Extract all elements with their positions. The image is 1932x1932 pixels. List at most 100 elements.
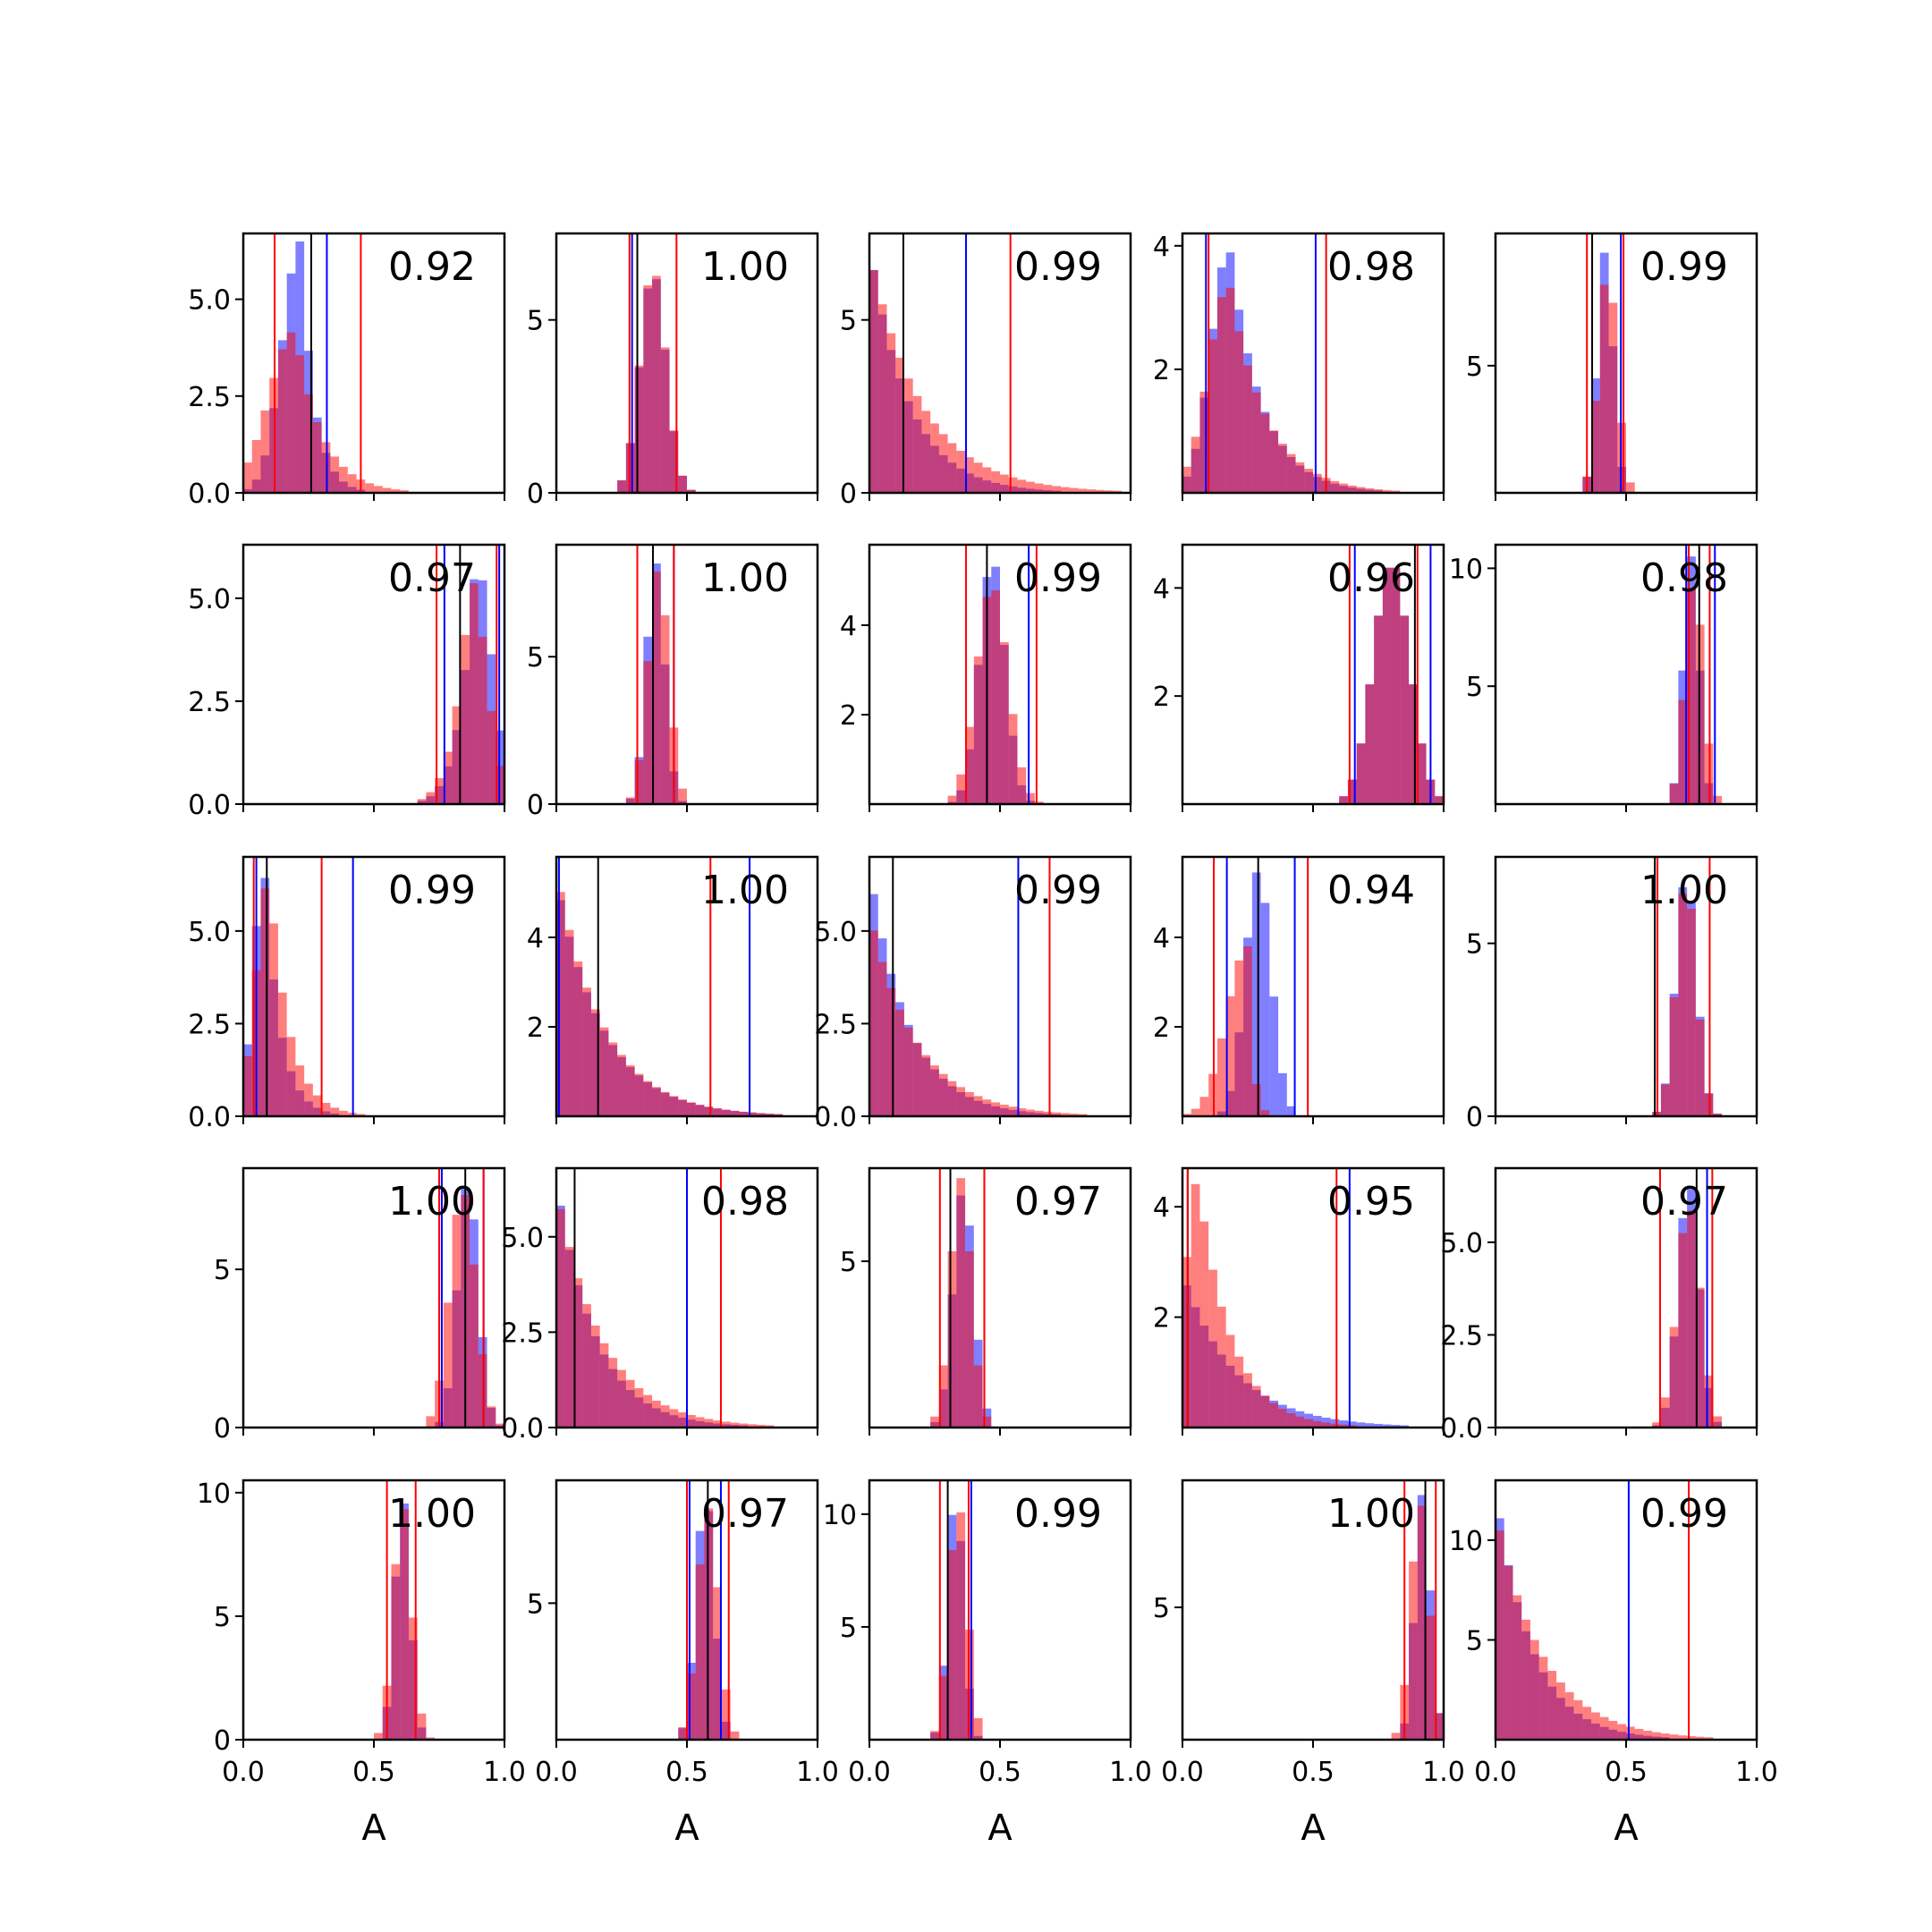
red-histogram-bar: [886, 333, 896, 493]
red-histogram-bar: [1096, 489, 1105, 493]
red-histogram-bar: [1191, 1108, 1200, 1116]
red-histogram-bar: [1435, 1713, 1444, 1740]
red-histogram-bar: [704, 1419, 714, 1428]
red-histogram-bar: [426, 792, 436, 804]
red-histogram-bar: [1234, 331, 1244, 493]
red-histogram-bar: [739, 1111, 749, 1116]
red-histogram-bar: [426, 1416, 436, 1428]
subplot-2-5: 5 10 0.98: [1449, 543, 1758, 812]
red-histogram-bar: [312, 421, 322, 493]
correlation-annotation: 0.99: [1014, 1491, 1102, 1537]
red-histogram-bar: [973, 1096, 983, 1116]
red-histogram-bar: [1347, 779, 1357, 804]
red-histogram-bar: [643, 1080, 653, 1116]
red-histogram-bar: [1295, 462, 1305, 493]
red-histogram-bar: [1321, 1422, 1331, 1428]
red-histogram-bar: [1374, 488, 1383, 493]
x-axis-label: A: [987, 1808, 1013, 1849]
red-histogram-bar: [713, 1587, 722, 1740]
red-histogram-bar: [1017, 767, 1027, 804]
red-histogram-bar: [1225, 287, 1235, 493]
red-histogram-bar: [965, 726, 974, 804]
red-histogram-bar: [1695, 1287, 1705, 1428]
red-histogram-bar: [1061, 1113, 1070, 1116]
red-histogram-bar: [590, 1325, 600, 1428]
y-tick-label: 10: [197, 1479, 231, 1510]
y-tick-label: 0: [840, 479, 857, 510]
subplot-3-4: 240.94: [1153, 855, 1445, 1124]
red-histogram-bar: [1426, 1615, 1436, 1740]
subplot-1-3: 050.99: [840, 232, 1132, 510]
red-histogram-bar: [634, 365, 644, 493]
red-histogram-bar: [1243, 1373, 1252, 1428]
correlation-annotation: 0.97: [388, 555, 476, 601]
red-histogram-bar: [765, 1114, 775, 1116]
red-histogram-bar: [1409, 684, 1418, 804]
x-tick-label: 0.5: [352, 1757, 395, 1788]
y-tick-label: 5: [1466, 929, 1483, 961]
red-histogram-bar: [286, 332, 296, 493]
x-axis-label: A: [361, 1808, 386, 1849]
red-histogram-bar: [1225, 1335, 1235, 1428]
y-tick-label: 2: [527, 1013, 544, 1044]
red-histogram-bar: [1260, 1395, 1270, 1428]
y-tick-label: 0.0: [188, 790, 231, 821]
subplot-4-1: 051.00: [214, 1166, 506, 1445]
y-tick-label: 10: [823, 1500, 857, 1531]
blue-histogram-bar: [1391, 1425, 1401, 1428]
red-histogram-bar: [487, 1406, 496, 1428]
y-tick-label: 0.0: [188, 1102, 231, 1133]
x-tick-label: 0.5: [1292, 1757, 1335, 1788]
red-histogram-bar: [869, 269, 878, 493]
y-tick-label: 5: [1153, 1593, 1170, 1624]
blue-histogram-bar: [1382, 1424, 1392, 1428]
y-tick-label: 4: [527, 923, 544, 954]
red-histogram-bar: [982, 467, 992, 493]
red-histogram-bar: [652, 1400, 661, 1428]
red-histogram-bar: [947, 443, 957, 493]
red-histogram-bar: [1339, 796, 1348, 804]
y-tick-label: 0: [527, 479, 544, 510]
subplot-4-3: 50.97: [840, 1166, 1132, 1436]
red-histogram-bar: [1504, 1565, 1513, 1740]
red-histogram-bar: [243, 1055, 252, 1116]
x-tick-label: 0.0: [1474, 1757, 1517, 1788]
red-histogram-bar: [634, 1388, 644, 1428]
red-histogram-bar: [582, 1304, 591, 1428]
red-histogram-bar: [965, 1091, 974, 1116]
red-histogram-bar: [295, 355, 305, 493]
red-histogram-bar: [669, 1409, 679, 1428]
red-histogram-bar: [895, 357, 904, 493]
red-histogram-bar: [1678, 1735, 1688, 1740]
subplot-4-4: 24 0.95: [1153, 1166, 1445, 1436]
subplot-3-2: 241.00: [527, 855, 819, 1124]
red-histogram-bar: [269, 923, 278, 1116]
y-tick-label: 0.0: [814, 1102, 857, 1133]
red-histogram-bar: [721, 1109, 731, 1116]
red-histogram-bar: [930, 1065, 939, 1116]
y-tick-label: 2.5: [1440, 1320, 1483, 1352]
subplot-3-5: 051.00: [1466, 855, 1758, 1133]
red-histogram-bar: [1582, 1707, 1592, 1740]
red-histogram-bar: [1208, 1269, 1217, 1428]
red-histogram-bar: [1269, 1402, 1279, 1428]
red-histogram-bar: [1043, 1111, 1053, 1116]
subplot-2-4: 24 0.96: [1153, 543, 1445, 812]
red-histogram-bar: [1243, 946, 1252, 1116]
red-histogram-bar: [956, 1512, 966, 1740]
y-tick-label: 5.0: [1440, 1228, 1483, 1259]
red-histogram-bar: [1626, 482, 1635, 493]
blue-histogram-bar: [1356, 1422, 1366, 1428]
red-histogram-bar: [713, 1420, 722, 1428]
red-histogram-bar: [295, 1065, 305, 1116]
correlation-annotation: 0.98: [1640, 555, 1728, 601]
y-tick-label: 2: [1153, 682, 1170, 713]
red-histogram-bar: [1017, 479, 1027, 493]
red-histogram-bar: [582, 987, 591, 1116]
red-histogram-bar: [1234, 1356, 1244, 1428]
red-histogram-bar: [487, 710, 496, 804]
y-tick-label: 5: [1466, 1625, 1483, 1657]
red-histogram-bar: [625, 1379, 635, 1428]
red-histogram-bar: [1435, 796, 1444, 804]
